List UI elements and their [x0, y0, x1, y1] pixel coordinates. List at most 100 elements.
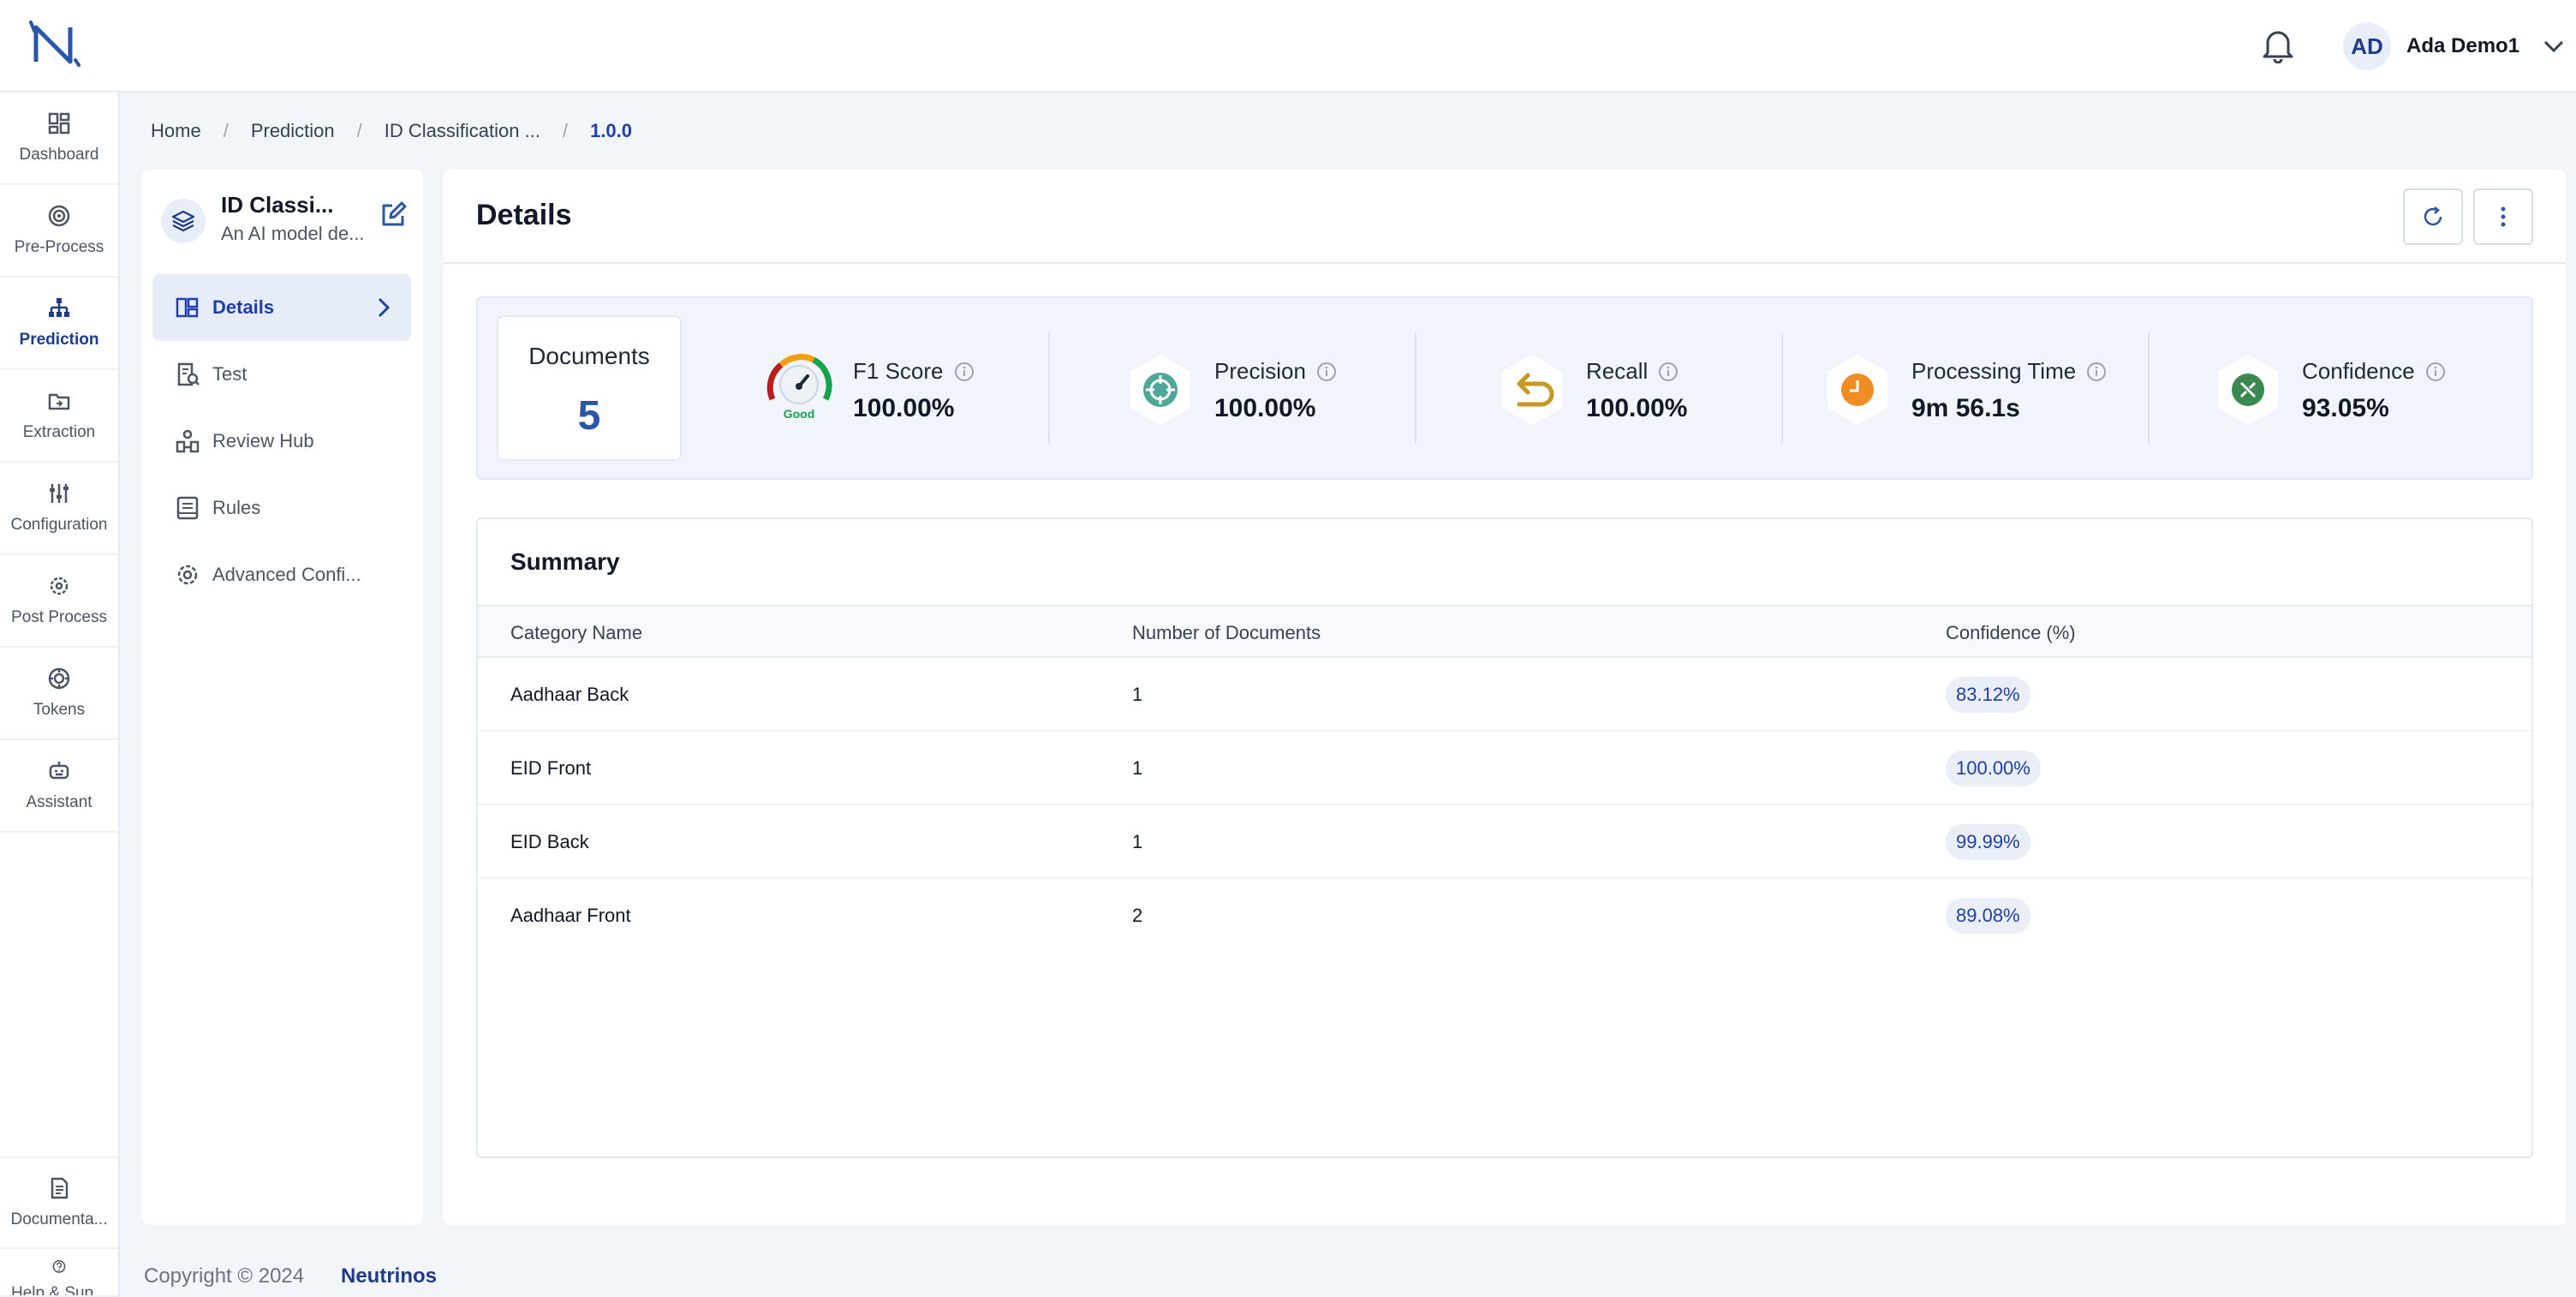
- header-divider: [444, 262, 2566, 264]
- breadcrumb-home[interactable]: Home: [151, 120, 201, 141]
- info-icon[interactable]: [1316, 362, 1337, 382]
- info-icon[interactable]: [2086, 362, 2107, 382]
- user-name: Ada Demo1: [2406, 34, 2520, 57]
- rail-item-post-process[interactable]: Post Process: [0, 555, 118, 648]
- breadcrumb-separator: /: [223, 120, 229, 141]
- subnav-item-rules[interactable]: Rules: [152, 475, 411, 541]
- subnav-item-details[interactable]: Details: [152, 274, 411, 341]
- rail-item-help[interactable]: Help & Sup...: [0, 1249, 118, 1297]
- details-grid-icon: [176, 297, 199, 318]
- breadcrumb-separator: /: [356, 120, 362, 141]
- rail-item-label: Extraction: [22, 423, 96, 441]
- confidence-label: Confidence: [2302, 358, 2446, 385]
- chevron-down-icon: [2543, 40, 2564, 53]
- rail-item-label: Dashboard: [19, 146, 99, 164]
- brand-link[interactable]: Neutrinos: [341, 1264, 438, 1288]
- crosshair-icon: [1130, 355, 1190, 425]
- dashboard-icon: [48, 112, 70, 134]
- breadcrumb-prediction[interactable]: Prediction: [250, 120, 335, 141]
- chevron-right-icon: [378, 297, 391, 318]
- info-icon[interactable]: [2425, 362, 2446, 382]
- table-row[interactable]: Aadhaar Front 2 89.08%: [478, 879, 2531, 953]
- neutrinos-logo-icon[interactable]: [26, 19, 84, 67]
- subnav-item-test[interactable]: Test: [152, 341, 411, 408]
- rail-item-tokens[interactable]: Tokens: [0, 648, 118, 740]
- precision-metric: Precision 100.00%: [1122, 332, 1396, 444]
- rail-item-prediction[interactable]: Prediction: [0, 278, 118, 370]
- column-header-category: Category Name: [510, 622, 643, 643]
- confidence-metric: Confidence 93.05%: [2209, 332, 2501, 444]
- info-icon[interactable]: [1658, 362, 1679, 382]
- rail-item-label: Prediction: [19, 331, 99, 349]
- rail-item-label: Post Process: [11, 608, 107, 626]
- breadcrumb-model[interactable]: ID Classification ...: [384, 120, 540, 141]
- hierarchy-icon: [49, 298, 69, 317]
- metric-divider: [1048, 332, 1050, 444]
- f1-score-label: F1 Score: [853, 358, 975, 385]
- notification-bell-icon[interactable]: [2261, 26, 2295, 63]
- f1-score-value: 100.00%: [853, 394, 955, 422]
- rail-item-pre-process[interactable]: Pre-Process: [0, 185, 118, 278]
- table-row[interactable]: EID Front 1 100.00%: [478, 732, 2531, 805]
- info-icon[interactable]: [954, 362, 975, 382]
- help-icon: [52, 1260, 66, 1273]
- rail-item-label: Tokens: [33, 701, 86, 719]
- subnav-item-label: Review Hub: [212, 430, 314, 451]
- confidence-badge: 89.08%: [1946, 898, 2030, 934]
- rail-item-configuration[interactable]: Configuration: [0, 463, 118, 555]
- model-header: ID Classi... An AI model de...: [161, 188, 407, 257]
- precision-label-text: Precision: [1214, 358, 1306, 384]
- user-menu[interactable]: AD Ada Demo1: [2343, 22, 2566, 70]
- gauge-rating-text: Good: [784, 407, 815, 421]
- rail-item-label: Pre-Process: [14, 238, 104, 256]
- rail-item-extraction[interactable]: Extraction: [0, 370, 118, 463]
- gauge-icon: Good: [766, 354, 832, 421]
- recall-label-text: Recall: [1586, 358, 1649, 384]
- rules-book-icon: [176, 496, 199, 520]
- page-title: Details: [476, 199, 572, 231]
- copyright-text: Copyright © 2024: [144, 1264, 305, 1288]
- subnav-item-label: Test: [212, 363, 247, 385]
- sliders-icon: [50, 484, 69, 503]
- layers-icon: [161, 199, 206, 243]
- document-count-cell: 2: [1132, 905, 1143, 926]
- confidence-badge: 83.12%: [1946, 677, 2030, 713]
- documents-label: Documents: [528, 343, 650, 369]
- rail-item-documentation[interactable]: Documenta...: [0, 1157, 118, 1249]
- table-row[interactable]: EID Back 1 99.99%: [478, 805, 2531, 879]
- recall-metric: Recall 100.00%: [1494, 332, 1768, 444]
- rail-item-label: Assistant: [26, 793, 92, 811]
- breadcrumb-separator: /: [562, 120, 569, 141]
- subnav-item-review-hub[interactable]: Review Hub: [152, 408, 411, 475]
- table-row[interactable]: Aadhaar Back 1 83.12%: [478, 658, 2531, 732]
- f1-score-label-text: F1 Score: [853, 358, 944, 384]
- summary-card: Summary Category Name Number of Document…: [476, 517, 2533, 1158]
- document-icon: [51, 1177, 69, 1199]
- f1-score-metric: Good F1 Score 100.00%: [760, 332, 1035, 444]
- metric-divider: [2148, 332, 2150, 444]
- rail-item-label: Configuration: [10, 516, 108, 534]
- review-hub-icon: [176, 429, 200, 453]
- confidence-badge: 100.00%: [1946, 750, 2041, 786]
- test-document-icon: [177, 362, 200, 386]
- processing-time-label-text: Processing Time: [1911, 358, 2077, 384]
- more-options-button[interactable]: [2473, 188, 2533, 245]
- subnav-item-advanced-config[interactable]: Advanced Confi...: [152, 541, 411, 608]
- refresh-button[interactable]: [2403, 188, 2463, 245]
- rail-item-dashboard[interactable]: Dashboard: [0, 93, 118, 185]
- confidence-label-text: Confidence: [2302, 358, 2415, 384]
- more-vertical-icon: [2501, 206, 2506, 227]
- token-gear-icon: [48, 667, 70, 690]
- model-subnav-panel: ID Classi... An AI model de... Details T…: [142, 170, 423, 1225]
- refresh-icon: [2424, 206, 2442, 226]
- top-header: AD Ada Demo1: [0, 0, 2576, 93]
- rail-item-assistant[interactable]: Assistant: [0, 740, 118, 833]
- edit-icon[interactable]: [379, 200, 408, 230]
- category-name-cell: Aadhaar Back: [510, 684, 629, 705]
- documents-count: 5: [577, 393, 601, 439]
- document-count-cell: 1: [1132, 831, 1143, 852]
- precision-value: 100.00%: [1214, 394, 1316, 422]
- metrics-bar: Documents 5 Good F1 Score: [476, 296, 2533, 480]
- column-header-confidence: Confidence (%): [1946, 622, 2076, 643]
- folder-icon: [48, 393, 70, 410]
